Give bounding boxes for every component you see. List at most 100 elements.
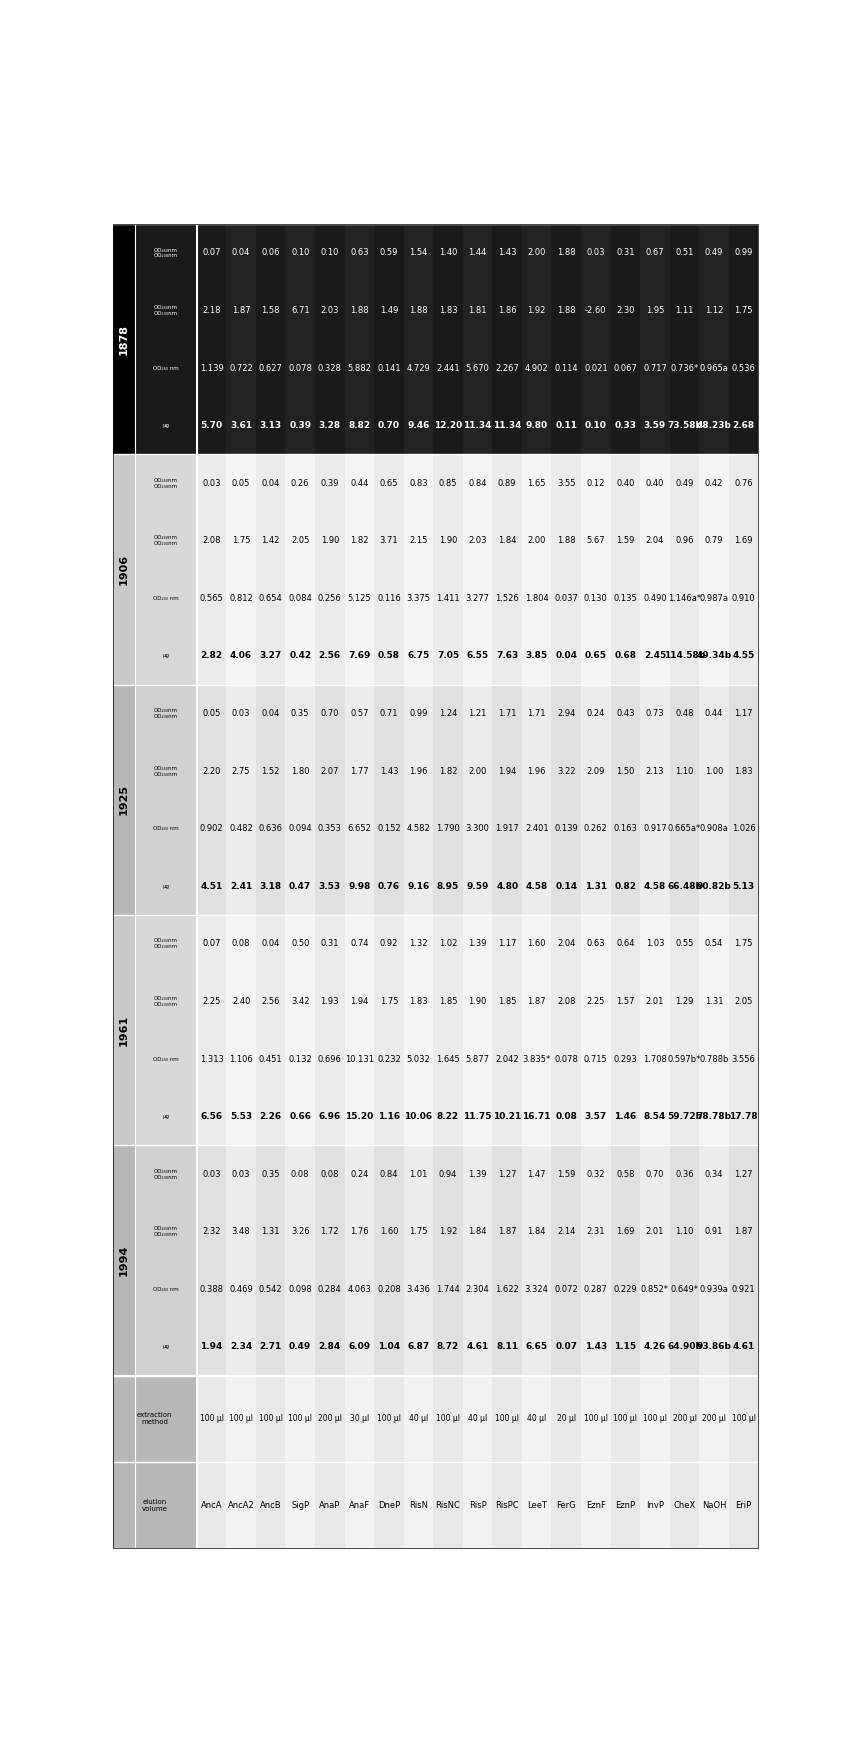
Bar [492, 1260, 522, 1318]
Bar [286, 225, 315, 283]
Bar [286, 1030, 315, 1088]
Text: 0.57: 0.57 [350, 709, 369, 718]
Bar [522, 1030, 552, 1088]
Text: 4.58: 4.58 [525, 881, 548, 892]
Text: OD₂₆₀ nm: OD₂₆₀ nm [153, 827, 179, 832]
Text: 2.20: 2.20 [202, 767, 221, 776]
Text: 1.83: 1.83 [734, 767, 753, 776]
Bar [404, 627, 434, 684]
Text: 3.556: 3.556 [732, 1055, 756, 1064]
Bar [344, 283, 374, 339]
Bar [581, 684, 610, 742]
Text: 1.790: 1.790 [436, 825, 460, 834]
Bar [196, 512, 226, 570]
Bar [286, 397, 315, 455]
Bar [315, 1146, 344, 1202]
Bar [728, 914, 758, 972]
Bar [226, 1030, 256, 1088]
Bar [374, 627, 404, 684]
Bar [610, 800, 640, 858]
Text: 1.10: 1.10 [675, 767, 694, 776]
Text: 3.59: 3.59 [643, 421, 666, 430]
Text: 40 µl: 40 µl [527, 1415, 547, 1423]
Text: 0.987a: 0.987a [700, 593, 728, 604]
Text: 0.99: 0.99 [410, 709, 428, 718]
Bar [404, 1376, 434, 1548]
Bar [610, 1260, 640, 1318]
Text: 3.324: 3.324 [524, 1285, 548, 1293]
Bar [700, 339, 728, 397]
Bar [462, 1318, 492, 1376]
Bar [522, 1260, 552, 1318]
Bar [552, 914, 581, 972]
Text: 1.39: 1.39 [468, 939, 487, 948]
Text: 0.12: 0.12 [586, 479, 605, 488]
Text: 0.03: 0.03 [586, 249, 605, 258]
Bar [135, 800, 196, 858]
Bar [226, 1088, 256, 1146]
Text: RisP: RisP [468, 1501, 486, 1509]
Bar [404, 914, 434, 972]
Text: 4.58: 4.58 [643, 881, 666, 892]
Text: 1.85: 1.85 [498, 997, 517, 1006]
Bar [256, 684, 286, 742]
Text: 0.072: 0.072 [554, 1285, 578, 1293]
Text: 1.46: 1.46 [615, 1113, 637, 1121]
Bar [113, 225, 135, 455]
Bar [670, 512, 700, 570]
Text: 0.31: 0.31 [320, 939, 339, 948]
Bar [610, 225, 640, 283]
Bar [670, 397, 700, 455]
Text: 0.84: 0.84 [468, 479, 487, 488]
Bar [522, 1088, 552, 1146]
Text: 1.43: 1.43 [498, 249, 517, 258]
Bar [552, 1088, 581, 1146]
Bar [374, 283, 404, 339]
Text: 0.293: 0.293 [614, 1055, 638, 1064]
Text: AncB: AncB [260, 1501, 281, 1509]
Bar [581, 397, 610, 455]
Text: 0.482: 0.482 [230, 825, 253, 834]
Bar [462, 627, 492, 684]
Bar [728, 1318, 758, 1376]
Text: 3.13: 3.13 [259, 421, 281, 430]
Bar [462, 684, 492, 742]
Text: 2.34: 2.34 [230, 1343, 252, 1351]
Text: 0.26: 0.26 [291, 479, 309, 488]
Bar [670, 1260, 700, 1318]
Text: 1.40: 1.40 [439, 249, 457, 258]
Bar [135, 684, 196, 742]
Text: 0.04: 0.04 [555, 651, 577, 660]
Bar [581, 627, 610, 684]
Text: 2.04: 2.04 [557, 939, 575, 948]
Text: 0.32: 0.32 [586, 1169, 605, 1179]
Text: OD₂₆₀nm
OD₂₃₈nm: OD₂₆₀nm OD₂₃₈nm [154, 939, 178, 949]
Bar [552, 455, 581, 512]
Bar [374, 914, 404, 972]
Text: 114.58b: 114.58b [664, 651, 705, 660]
Bar [610, 1030, 640, 1088]
Text: 40 µl: 40 µl [409, 1415, 428, 1423]
Bar [344, 1030, 374, 1088]
Text: 8.54: 8.54 [643, 1113, 666, 1121]
Bar [610, 1318, 640, 1376]
Bar [286, 570, 315, 627]
Text: µg: µg [162, 1344, 170, 1350]
Bar [196, 339, 226, 397]
Text: 0.99: 0.99 [734, 249, 753, 258]
Bar [196, 283, 226, 339]
Bar [522, 512, 552, 570]
Text: 1.92: 1.92 [439, 1227, 457, 1236]
Text: µg: µg [162, 885, 170, 888]
Bar [728, 1202, 758, 1260]
Bar [135, 858, 196, 914]
Text: 0.328: 0.328 [318, 363, 342, 372]
Bar [374, 684, 404, 742]
Bar [344, 1318, 374, 1376]
Text: 2.56: 2.56 [262, 997, 280, 1006]
Bar [492, 1318, 522, 1376]
Text: 0.696: 0.696 [318, 1055, 342, 1064]
Text: 1.88: 1.88 [350, 305, 369, 314]
Bar [728, 1088, 758, 1146]
Text: 0.44: 0.44 [705, 709, 723, 718]
